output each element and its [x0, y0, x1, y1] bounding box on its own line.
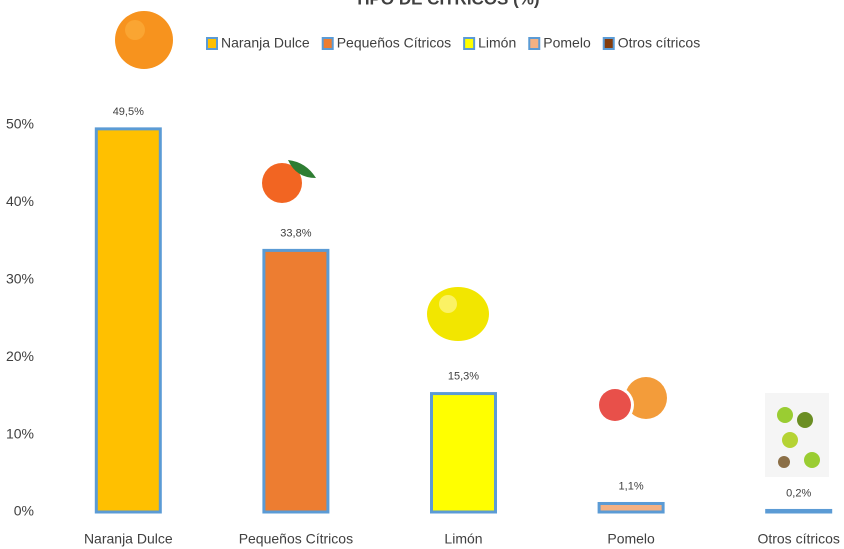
- fruit-grapefruit: [596, 377, 667, 424]
- bar: [262, 248, 330, 514]
- fruit-orange: [115, 11, 173, 69]
- x-tick-label: Otros cítricos: [757, 531, 839, 547]
- legend-label: Naranja Dulce: [221, 35, 310, 51]
- legend-swatch: [602, 37, 615, 50]
- legend-label: Limón: [478, 35, 516, 51]
- legend-swatch: [463, 37, 476, 50]
- fruit-mandarin: [262, 160, 316, 203]
- value-label: 1,1%: [619, 480, 644, 492]
- legend-swatch: [321, 37, 334, 50]
- bar: [765, 508, 833, 514]
- bar: [94, 127, 162, 514]
- y-tick-label: 40%: [6, 193, 34, 209]
- legend-label: Pequeños Cítricos: [337, 35, 451, 51]
- legend-label: Otros cítricos: [618, 35, 700, 51]
- legend-label: Pomelo: [543, 35, 591, 51]
- value-label: 33,8%: [280, 227, 311, 239]
- y-tick-label: 20%: [6, 348, 34, 364]
- legend-swatch: [206, 37, 218, 50]
- value-label: 49,5%: [113, 106, 144, 118]
- y-tick-label: 10%: [6, 425, 34, 441]
- x-tick-label: Pequeños Cítricos: [239, 531, 353, 547]
- value-label: 15,3%: [448, 370, 479, 382]
- x-tick-label: Naranja Dulce: [84, 531, 173, 547]
- bar: [430, 392, 497, 514]
- bar: [597, 501, 665, 514]
- x-tick-label: Pomelo: [607, 531, 655, 547]
- y-tick-label: 0%: [14, 503, 34, 519]
- fruit-lemon: [427, 287, 489, 341]
- chart-title: TIPO DE CÍTRICOS (%): [354, 0, 539, 8]
- y-tick-label: 30%: [6, 271, 34, 287]
- legend-swatch: [528, 37, 541, 50]
- y-tick-label: 50%: [6, 116, 34, 132]
- fruit-limes: [765, 393, 829, 477]
- legend: Naranja Dulce Pequeños Cítricos Limón Pomel…: [206, 35, 700, 51]
- x-tick-label: Limón: [444, 531, 482, 547]
- value-label: 0,2%: [786, 487, 811, 499]
